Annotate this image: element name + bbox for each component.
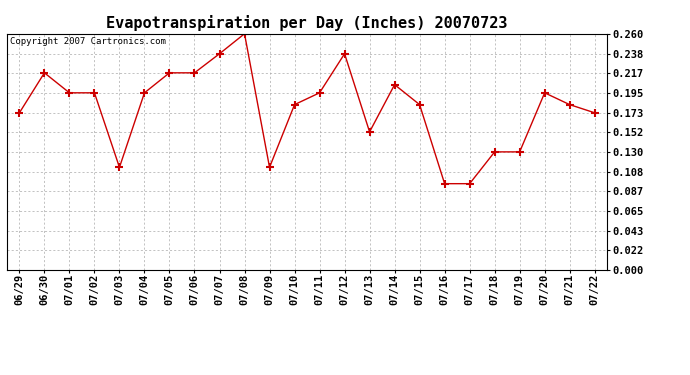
Title: Evapotranspiration per Day (Inches) 20070723: Evapotranspiration per Day (Inches) 2007… xyxy=(106,15,508,31)
Text: Copyright 2007 Cartronics.com: Copyright 2007 Cartronics.com xyxy=(10,37,166,46)
